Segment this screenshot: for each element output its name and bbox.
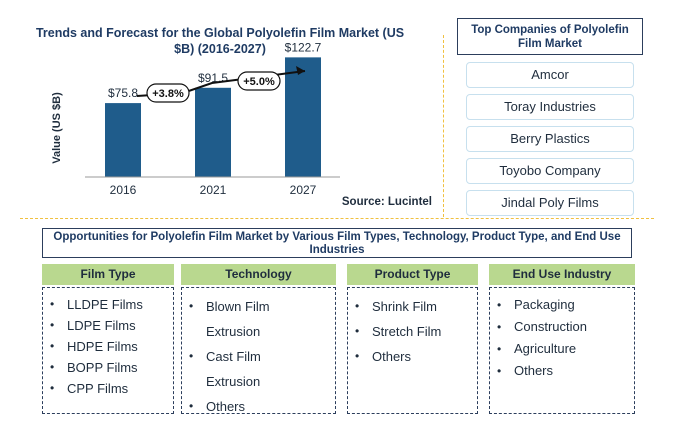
list-item: BOPP Films	[50, 357, 173, 378]
category-header-technology: Technology	[181, 264, 336, 285]
growth-badge	[237, 71, 281, 91]
company-item: Amcor	[466, 62, 634, 88]
source-label: Source: Lucintel	[342, 196, 432, 208]
x-tick-label: 2016	[110, 183, 137, 197]
company-item: Jindal Poly Films	[466, 190, 634, 216]
list-item: Construction	[497, 316, 634, 338]
list-item: Agriculture	[497, 338, 634, 360]
list-item: LDPE Films	[50, 315, 173, 336]
category-list-technology: Blown Film Extrusion Cast Film Extrusion…	[181, 287, 336, 419]
vertical-divider	[443, 35, 444, 217]
list-item: Packaging	[497, 294, 634, 316]
category-header-end-use: End Use Industry	[489, 264, 635, 285]
bar	[195, 87, 231, 177]
category-header-film-type: Film Type	[42, 264, 174, 285]
arrow-head	[296, 66, 305, 75]
list-item: Stretch Film	[355, 319, 477, 344]
list-item: Cast Film Extrusion	[189, 344, 305, 394]
category-list-film-type: LLDPE Films LDPE Films HDPE Films BOPP F…	[42, 287, 174, 414]
category-header-product-type: Product Type	[347, 264, 478, 285]
list-item: Others	[355, 344, 477, 369]
company-item: Toray Industries	[466, 94, 634, 120]
category-list-product-type: Shrink Film Stretch Film Others	[347, 287, 478, 414]
bar	[285, 57, 321, 177]
list-item: CPP Films	[50, 378, 173, 399]
growth-badge	[146, 83, 190, 103]
growth-label: +5.0%	[243, 76, 275, 88]
list-item: HDPE Films	[50, 336, 173, 357]
y-axis-label: Value (US $B)	[51, 92, 63, 164]
horizontal-divider	[20, 218, 654, 219]
list-item: Others	[189, 394, 305, 419]
x-tick-label: 2027	[290, 183, 317, 197]
bar	[105, 103, 141, 177]
x-tick-label: 2021	[200, 183, 227, 197]
category-list-end-use: Packaging Construction Agriculture Other…	[489, 287, 635, 414]
growth-label: +3.8%	[152, 88, 184, 100]
list-item: Others	[497, 360, 634, 382]
companies-title: Top Companies of Polyolefin Film Market	[457, 18, 643, 55]
bar-chart: Value (US $B) $75.82016$91.52021$122.7202…	[51, 40, 432, 208]
list-item: Blown Film Extrusion	[189, 294, 305, 344]
list-item: LLDPE Films	[50, 294, 173, 315]
data-label: $122.7	[285, 40, 322, 54]
company-item: Toyobo Company	[466, 158, 634, 184]
data-label: $75.8	[108, 86, 138, 100]
chart-title: Trends and Forecast for the Global Polyo…	[35, 26, 405, 56]
company-item: Berry Plastics	[466, 126, 634, 152]
opportunities-title: Opportunities for Polyolefin Film Market…	[42, 228, 632, 258]
list-item: Shrink Film	[355, 294, 477, 319]
